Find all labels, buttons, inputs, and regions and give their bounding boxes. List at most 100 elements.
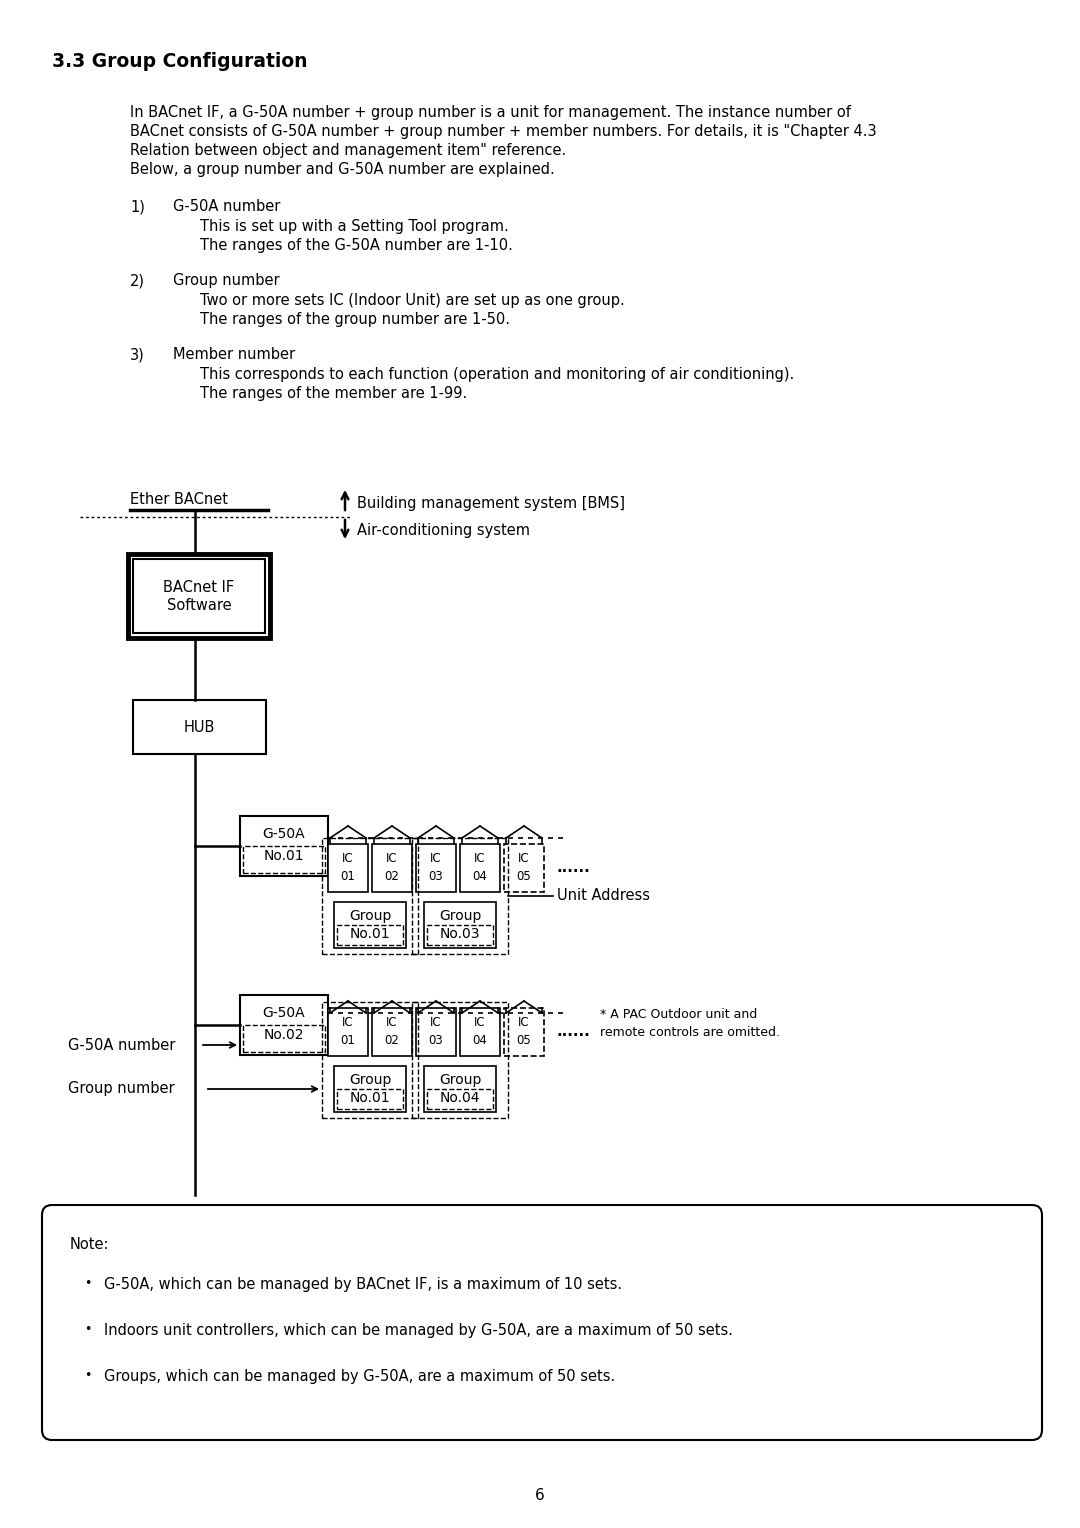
Text: 2): 2) xyxy=(130,274,145,287)
Bar xyxy=(328,843,368,892)
Text: Indoors unit controllers, which can be managed by G-50A, are a maximum of 50 set: Indoors unit controllers, which can be m… xyxy=(104,1323,733,1339)
Bar xyxy=(243,1025,325,1051)
Bar xyxy=(424,902,496,947)
Text: IC: IC xyxy=(387,1016,397,1030)
Text: No.03: No.03 xyxy=(440,927,481,941)
Text: IC: IC xyxy=(518,853,530,865)
Text: No.01: No.01 xyxy=(350,927,390,941)
Text: 1): 1) xyxy=(130,199,145,214)
Text: Ether BACnet: Ether BACnet xyxy=(130,492,228,507)
Bar xyxy=(129,555,270,639)
Text: Group: Group xyxy=(349,909,391,923)
Text: Unit Address: Unit Address xyxy=(557,888,650,903)
Text: 01: 01 xyxy=(340,1033,355,1047)
Text: Group number: Group number xyxy=(173,274,280,287)
Text: No.04: No.04 xyxy=(440,1091,481,1105)
Text: Member number: Member number xyxy=(173,347,295,362)
Bar xyxy=(504,843,544,892)
Text: BACnet IF: BACnet IF xyxy=(163,581,234,596)
Text: 05: 05 xyxy=(516,1033,531,1047)
Text: •: • xyxy=(84,1277,92,1290)
Bar xyxy=(322,1002,418,1118)
Bar xyxy=(460,843,500,892)
Text: In BACnet IF, a G-50A number + group number is a unit for management. The instan: In BACnet IF, a G-50A number + group num… xyxy=(130,105,851,121)
Text: •: • xyxy=(84,1323,92,1335)
Bar xyxy=(416,1008,456,1056)
Text: The ranges of the member are 1-99.: The ranges of the member are 1-99. xyxy=(200,387,468,400)
Text: 04: 04 xyxy=(473,869,487,883)
Bar xyxy=(322,837,418,953)
Text: G-50A, which can be managed by BACnet IF, is a maximum of 10 sets.: G-50A, which can be managed by BACnet IF… xyxy=(104,1277,622,1293)
Bar xyxy=(328,1008,368,1056)
Text: 3): 3) xyxy=(130,347,145,362)
Bar xyxy=(334,902,406,947)
Text: IC: IC xyxy=(342,1016,354,1030)
Text: Below, a group number and G-50A number are explained.: Below, a group number and G-50A number a… xyxy=(130,162,555,177)
Text: G-50A: G-50A xyxy=(262,827,306,840)
Text: 03: 03 xyxy=(429,1033,444,1047)
Text: This is set up with a Setting Tool program.: This is set up with a Setting Tool progr… xyxy=(200,219,509,234)
Text: 02: 02 xyxy=(384,869,400,883)
Bar xyxy=(372,1008,411,1056)
Text: Groups, which can be managed by G-50A, are a maximum of 50 sets.: Groups, which can be managed by G-50A, a… xyxy=(104,1369,616,1384)
Text: 6: 6 xyxy=(535,1488,545,1504)
Text: ......: ...... xyxy=(556,860,590,876)
Bar xyxy=(416,843,456,892)
Text: Group: Group xyxy=(438,909,482,923)
Text: G-50A number: G-50A number xyxy=(68,1038,175,1053)
Text: G-50A: G-50A xyxy=(262,1005,306,1021)
Text: Software: Software xyxy=(166,599,231,614)
Text: Building management system [BMS]: Building management system [BMS] xyxy=(357,497,625,510)
Text: •: • xyxy=(84,1369,92,1381)
Text: IC: IC xyxy=(430,853,442,865)
Text: 02: 02 xyxy=(384,1033,400,1047)
Text: 05: 05 xyxy=(516,869,531,883)
Bar xyxy=(133,700,266,753)
Bar xyxy=(334,1067,406,1112)
Bar xyxy=(337,924,403,944)
Text: * A PAC Outdoor unit and: * A PAC Outdoor unit and xyxy=(600,1008,757,1021)
Bar xyxy=(424,1067,496,1112)
Text: Air-conditioning system: Air-conditioning system xyxy=(357,523,530,538)
Text: BACnet consists of G-50A number + group number + member numbers. For details, it: BACnet consists of G-50A number + group … xyxy=(130,124,877,139)
Text: IC: IC xyxy=(342,853,354,865)
Text: Group number: Group number xyxy=(68,1082,175,1097)
Text: No.02: No.02 xyxy=(264,1028,305,1042)
Text: Two or more sets IC (Indoor Unit) are set up as one group.: Two or more sets IC (Indoor Unit) are se… xyxy=(200,293,624,309)
Bar xyxy=(240,995,328,1054)
Bar xyxy=(240,816,328,876)
Text: HUB: HUB xyxy=(184,720,215,735)
Text: IC: IC xyxy=(474,853,486,865)
Bar xyxy=(133,559,265,633)
Text: No.01: No.01 xyxy=(350,1091,390,1105)
Text: Note:: Note: xyxy=(70,1238,109,1251)
Bar xyxy=(427,924,492,944)
Text: No.01: No.01 xyxy=(264,850,305,863)
Text: 01: 01 xyxy=(340,869,355,883)
Text: Group: Group xyxy=(438,1073,482,1086)
Text: The ranges of the G-50A number are 1-10.: The ranges of the G-50A number are 1-10. xyxy=(200,238,513,254)
Text: G-50A number: G-50A number xyxy=(173,199,281,214)
Bar xyxy=(504,1008,544,1056)
Text: 03: 03 xyxy=(429,869,444,883)
Bar xyxy=(411,837,508,953)
Text: 04: 04 xyxy=(473,1033,487,1047)
Bar xyxy=(337,1089,403,1109)
Text: remote controls are omitted.: remote controls are omitted. xyxy=(600,1025,780,1039)
Text: The ranges of the group number are 1-50.: The ranges of the group number are 1-50. xyxy=(200,312,510,327)
Text: IC: IC xyxy=(474,1016,486,1030)
Text: Group: Group xyxy=(349,1073,391,1086)
Text: IC: IC xyxy=(518,1016,530,1030)
Bar xyxy=(427,1089,492,1109)
Bar xyxy=(372,843,411,892)
Bar xyxy=(460,1008,500,1056)
Text: IC: IC xyxy=(430,1016,442,1030)
Text: ......: ...... xyxy=(556,1024,590,1039)
Bar xyxy=(243,847,325,872)
Text: IC: IC xyxy=(387,853,397,865)
Text: Relation between object and management item" reference.: Relation between object and management i… xyxy=(130,144,566,157)
Text: This corresponds to each function (operation and monitoring of air conditioning): This corresponds to each function (opera… xyxy=(200,367,794,382)
Bar xyxy=(411,1002,508,1118)
FancyBboxPatch shape xyxy=(42,1206,1042,1439)
Text: 3.3 Group Configuration: 3.3 Group Configuration xyxy=(52,52,308,70)
